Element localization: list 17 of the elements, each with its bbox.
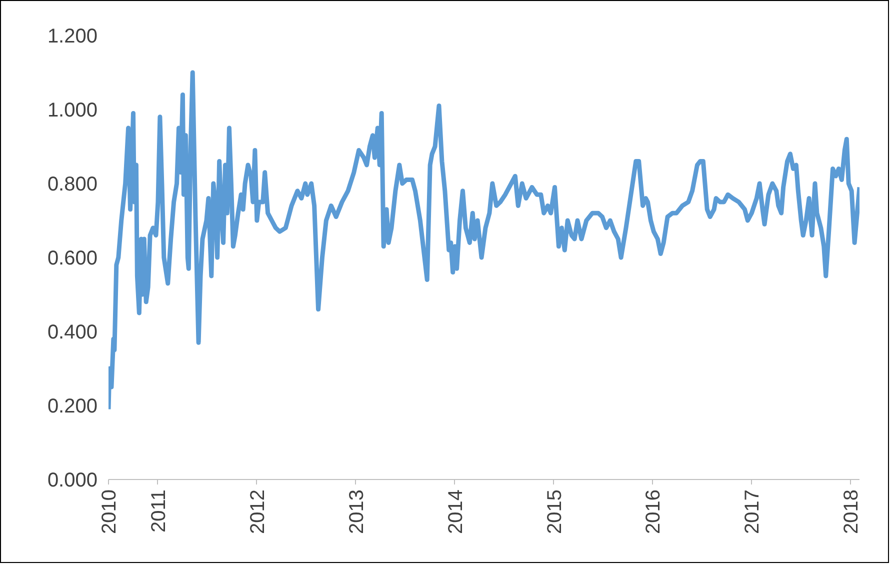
x-tick-label: 2016 — [642, 489, 665, 534]
y-tick-label: 0.000 — [47, 470, 98, 492]
x-tick-label: 2012 — [246, 489, 269, 534]
y-tick-label: 0.600 — [47, 248, 98, 270]
y-tick-label: 1.000 — [47, 100, 98, 122]
x-tick-label: 2013 — [346, 489, 368, 534]
x-tick-label: 2015 — [544, 489, 566, 534]
line-series — [108, 70, 860, 412]
y-tick-label: 1.200 — [47, 26, 98, 48]
y-tick-label: 0.200 — [47, 396, 98, 418]
y-tick-label: 0.400 — [47, 322, 98, 344]
x-tick-label: 2011 — [148, 489, 170, 533]
x-tick-label: 2017 — [742, 489, 764, 534]
y-tick-label: 0.800 — [47, 174, 98, 196]
x-tick-label: 2014 — [444, 489, 467, 534]
x-tick-label: 2010 — [98, 489, 120, 534]
x-tick-label: 2018 — [840, 489, 863, 534]
